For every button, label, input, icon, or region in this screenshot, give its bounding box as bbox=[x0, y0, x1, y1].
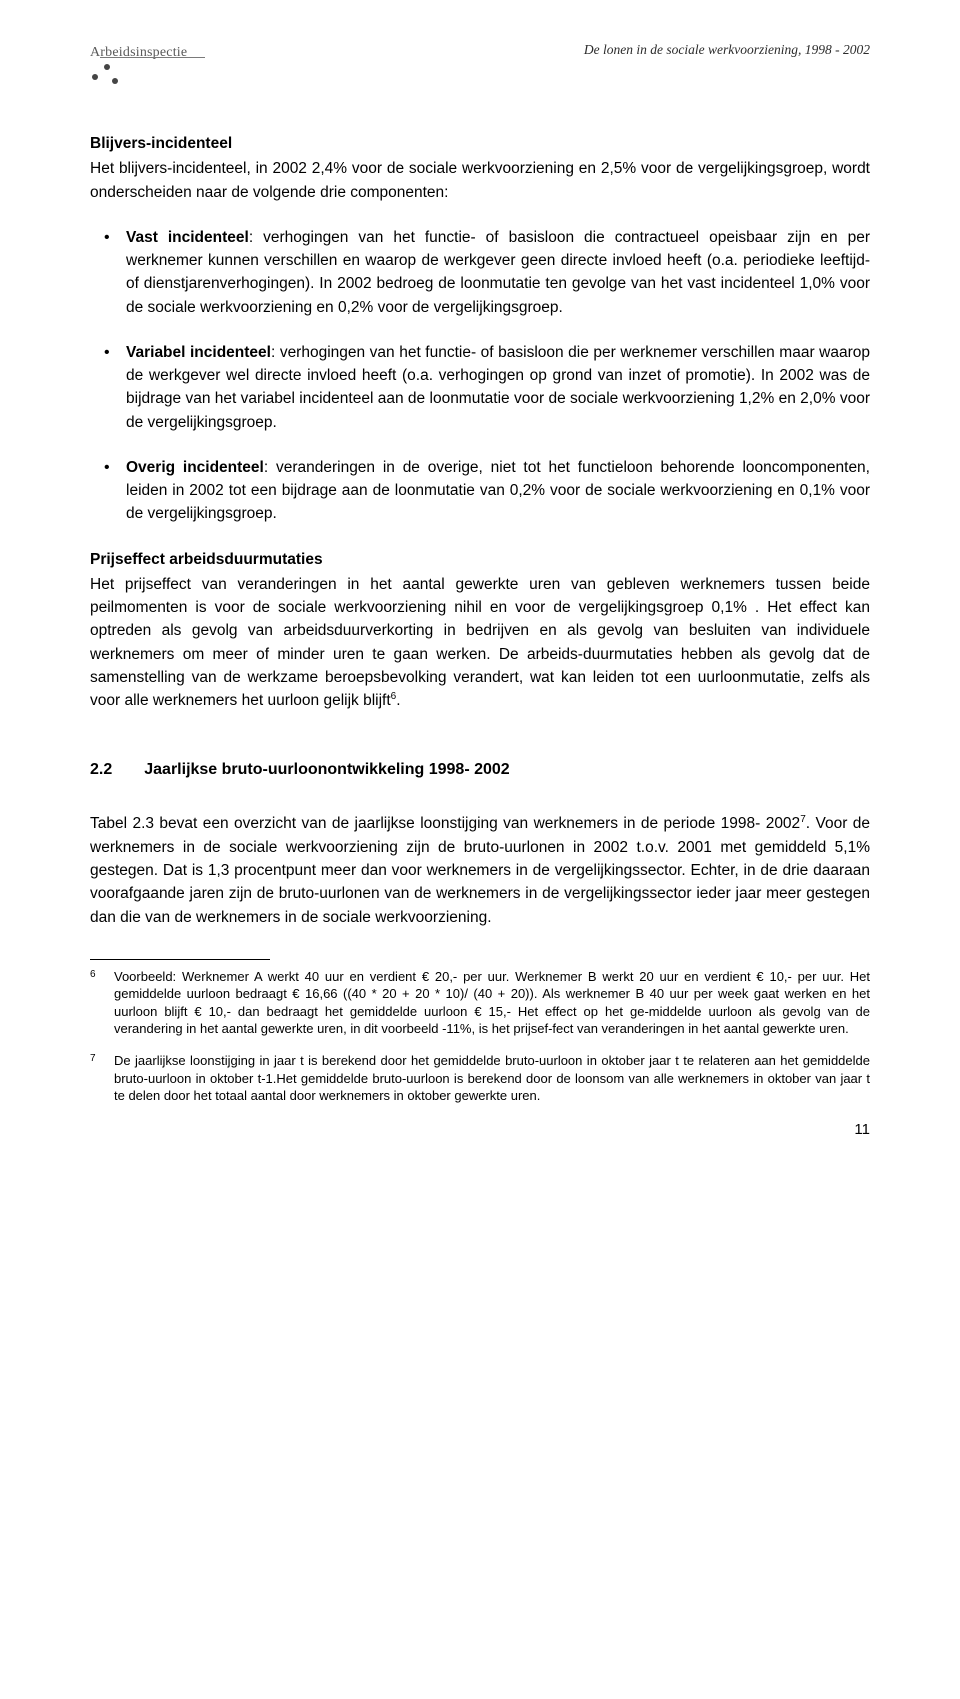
paragraph-text: . bbox=[396, 692, 400, 709]
list-item: Variabel incidenteel: verhogingen van he… bbox=[90, 341, 870, 434]
list-item: Vast incidenteel: verhogingen van het fu… bbox=[90, 226, 870, 319]
page-header: Arbeidsinspectie De lonen in de sociale … bbox=[90, 40, 870, 90]
footnote: 7 De jaarlijkse loonstijging in jaar t i… bbox=[90, 1052, 870, 1105]
footnote-number: 7 bbox=[90, 1052, 114, 1105]
logo-dot-icon bbox=[92, 74, 98, 80]
paragraph-text: Het prijseffect van veranderingen in het… bbox=[90, 576, 870, 709]
bullet-label: Vast incidenteel bbox=[126, 229, 249, 246]
heading-2: 2.2 Jaarlijkse bruto-uurloonontwikkeling … bbox=[90, 758, 870, 782]
logo-underline bbox=[100, 57, 205, 58]
heading-number: 2.2 bbox=[90, 758, 112, 782]
heading-text: Jaarlijkse bruto-uurloonontwikkeling 199… bbox=[144, 761, 509, 778]
logo-dot-icon bbox=[104, 64, 110, 70]
list-item: Overig incidenteel: veranderingen in de … bbox=[90, 456, 870, 526]
section-title: Prijseffect arbeidsduurmutaties bbox=[90, 548, 870, 571]
paragraph: Het prijseffect van veranderingen in het… bbox=[90, 573, 870, 713]
footnote: 6 Voorbeeld: Werknemer A werkt 40 uur en… bbox=[90, 968, 870, 1038]
document-body: Blijvers-incidenteel Het blijvers-incide… bbox=[90, 132, 870, 1141]
paragraph-text: Tabel 2.3 bevat een overzicht van de jaa… bbox=[90, 816, 800, 833]
logo: Arbeidsinspectie bbox=[90, 40, 230, 90]
footnote-text: Voorbeeld: Werknemer A werkt 40 uur en v… bbox=[114, 968, 870, 1038]
intro-paragraph: Het blijvers-incidenteel, in 2002 2,4% v… bbox=[90, 157, 870, 204]
footnote-text: De jaarlijkse loonstijging in jaar t is … bbox=[114, 1052, 870, 1105]
paragraph: Tabel 2.3 bevat een overzicht van de jaa… bbox=[90, 812, 870, 928]
bullet-label: Overig incidenteel bbox=[126, 459, 264, 476]
bullet-list: Vast incidenteel: verhogingen van het fu… bbox=[90, 226, 870, 526]
header-subtitle: De lonen in de sociale werkvoorziening, … bbox=[584, 40, 870, 60]
bullet-label: Variabel incidenteel bbox=[126, 344, 271, 361]
footnote-number: 6 bbox=[90, 968, 114, 1038]
page-number: 11 bbox=[90, 1119, 870, 1142]
logo-dot-icon bbox=[112, 78, 118, 84]
section-title: Blijvers-incidenteel bbox=[90, 132, 870, 155]
footnote-separator bbox=[90, 959, 270, 960]
